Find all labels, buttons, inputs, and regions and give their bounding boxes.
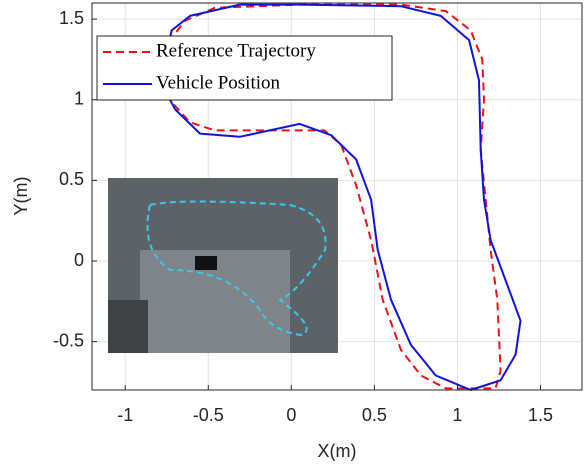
y-tick-label: 0.5 xyxy=(59,169,84,189)
series-line xyxy=(164,3,522,391)
lines xyxy=(162,3,522,391)
y-tick-label: 0 xyxy=(74,250,84,270)
x-axis-label: X(m) xyxy=(318,441,357,461)
x-tick-label: 0 xyxy=(286,405,296,425)
photo-path xyxy=(146,200,327,337)
x-tick-label: 1.5 xyxy=(528,405,553,425)
x-tick-label: 1 xyxy=(452,405,462,425)
legend: Reference Trajectory Vehicle Position xyxy=(96,35,393,101)
y-tick-label: -0.5 xyxy=(53,330,84,350)
legend-box xyxy=(96,35,393,101)
photo-wall xyxy=(108,300,148,353)
legend-label: Reference Trajectory xyxy=(156,40,316,61)
y-axis-label: Y(m) xyxy=(11,177,31,216)
inset-photo xyxy=(108,178,338,353)
x-tick-label: -0.5 xyxy=(193,405,224,425)
ticks: -1 -0.5 0 0.5 1 1.5 -0.5 0 0.5 1 1.5 xyxy=(53,8,553,425)
y-tick-label: 1 xyxy=(74,89,84,109)
x-tick-label: -1 xyxy=(117,405,133,425)
legend-label: Vehicle Position xyxy=(156,72,281,93)
x-tick-label: 0.5 xyxy=(362,405,387,425)
photo-vehicle xyxy=(195,256,217,270)
plot-frame xyxy=(91,2,583,391)
y-tick-label: 1.5 xyxy=(59,8,84,28)
